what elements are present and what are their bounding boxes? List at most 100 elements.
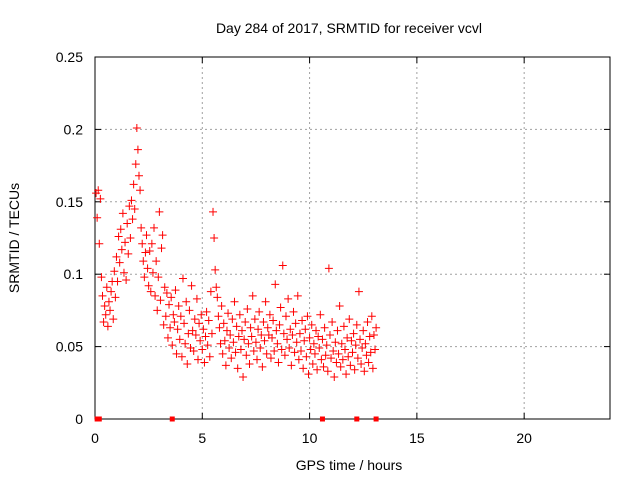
zero-marker [169, 416, 175, 422]
x-tick-label: 15 [409, 430, 425, 446]
data-point [299, 364, 308, 373]
data-point [175, 335, 184, 344]
data-point [200, 358, 209, 367]
data-point [204, 316, 213, 325]
data-point [107, 287, 116, 296]
data-point [280, 351, 289, 360]
data-point [197, 310, 206, 319]
data-point [290, 348, 299, 357]
zero-marker [354, 416, 360, 422]
data-point [123, 219, 132, 228]
data-point [244, 339, 253, 348]
data-point [155, 207, 164, 216]
data-point [315, 344, 324, 353]
data-point [360, 367, 369, 376]
data-point [274, 358, 283, 367]
data-point [242, 351, 251, 360]
data-point [266, 354, 275, 363]
x-tick-label: 5 [198, 430, 206, 446]
data-point [207, 329, 216, 338]
data-point [192, 294, 201, 303]
data-point [156, 296, 165, 305]
data-point [262, 349, 271, 358]
data-point [163, 333, 172, 342]
data-point [343, 333, 352, 342]
data-point [174, 302, 183, 311]
data-point [336, 362, 345, 371]
data-point [136, 186, 145, 195]
data-point [372, 323, 381, 332]
data-point [323, 367, 332, 376]
data-point [117, 245, 126, 254]
data-point [165, 300, 174, 309]
data-point [225, 344, 234, 353]
data-point [319, 362, 328, 371]
data-point [287, 361, 296, 370]
y-tick-label: 0.1 [64, 266, 84, 282]
data-point [176, 312, 185, 321]
data-point [270, 346, 279, 355]
data-point [221, 361, 230, 370]
data-point [210, 234, 219, 242]
data-point [248, 291, 257, 300]
data-point [300, 336, 309, 345]
data-point [254, 325, 263, 334]
data-point [132, 123, 141, 132]
data-point [239, 373, 248, 382]
data-point [329, 346, 338, 355]
y-axis-label: SRMTID / TECUs [6, 183, 22, 293]
data-points [92, 123, 381, 422]
data-point [333, 326, 342, 335]
y-tick-label: 0.05 [56, 339, 83, 355]
data-point [114, 232, 123, 241]
data-point [98, 291, 107, 300]
data-point [172, 349, 181, 358]
data-point [273, 339, 282, 348]
data-point [331, 338, 340, 347]
data-point [325, 331, 334, 340]
data-point [359, 326, 368, 335]
data-point [279, 329, 288, 338]
data-point [142, 231, 151, 240]
data-point [349, 329, 358, 338]
axis-ticks: 0 0.05 0.1 0.15 0.2 0.25 0 5 10 15 20 [56, 49, 610, 446]
data-point [339, 322, 348, 331]
data-point [94, 186, 103, 195]
plot-frame [94, 56, 611, 420]
data-point [294, 355, 303, 364]
data-point [181, 339, 190, 348]
data-point [307, 320, 316, 329]
data-point [213, 293, 222, 302]
data-point [366, 348, 375, 357]
y-tick-label: 0 [75, 411, 83, 427]
data-point [202, 307, 211, 316]
data-point [111, 293, 120, 302]
data-point [358, 344, 367, 353]
data-point [203, 341, 212, 350]
y-tick-label: 0.25 [56, 49, 83, 65]
data-point [277, 345, 286, 354]
data-point [276, 303, 285, 312]
data-point [234, 332, 243, 341]
data-point [304, 370, 313, 379]
data-point [350, 365, 359, 374]
data-point [364, 358, 373, 367]
data-point [109, 315, 118, 324]
data-point [363, 317, 372, 326]
data-point [241, 317, 250, 326]
data-point [129, 180, 138, 189]
data-point [317, 355, 326, 364]
data-point [297, 346, 305, 355]
data-point [321, 351, 330, 360]
data-point [218, 349, 227, 358]
data-point [235, 310, 244, 319]
x-tick-label: 10 [302, 430, 318, 446]
data-point [184, 329, 193, 338]
data-point [182, 297, 191, 306]
data-point [139, 257, 148, 266]
data-point [145, 247, 154, 256]
data-point [140, 273, 149, 282]
data-point [150, 223, 159, 232]
data-point [302, 352, 311, 361]
data-point [110, 267, 119, 276]
